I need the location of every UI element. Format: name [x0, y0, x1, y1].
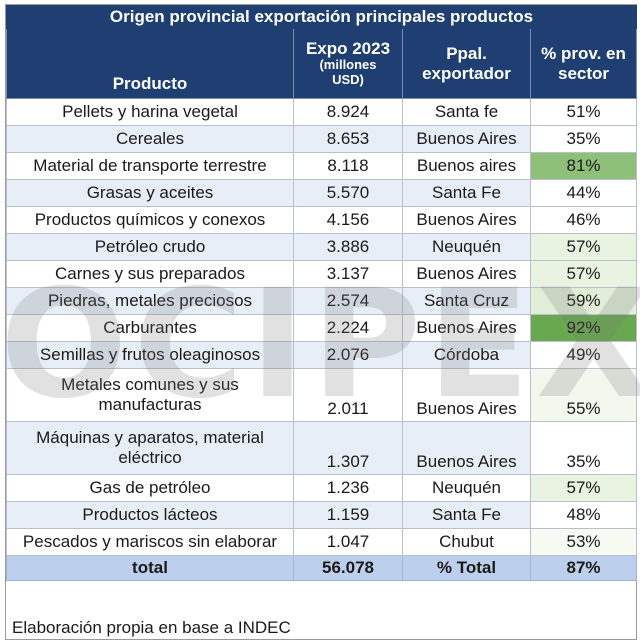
table-title-row: Origen provincial exportación principale… — [5, 5, 638, 29]
cell-pct: 92% — [529, 314, 638, 342]
cell-expo: 1.236 — [293, 474, 403, 502]
cell-pct: 46% — [529, 206, 638, 234]
cell-pct: 35% — [529, 421, 638, 475]
cell-producto: Metales comunes y sus manufacturas — [6, 368, 294, 422]
cell-producto: Pescados y mariscos sin elaborar — [6, 528, 294, 556]
cell-expo: 2.574 — [293, 287, 403, 315]
table-row: Pescados y mariscos sin elaborar 1.047 C… — [6, 528, 638, 556]
table-row: Grasas y aceites 5.570 Santa Fe 44% — [6, 179, 638, 207]
header-expo-line2: (millones — [319, 57, 377, 73]
cell-exportador: Santa fe — [402, 98, 531, 126]
table-row: Semillas y frutos oleaginosos 2.076 Córd… — [6, 341, 638, 369]
cell-producto: Grasas y aceites — [6, 179, 294, 207]
cell-expo: 8.118 — [293, 152, 403, 180]
cell-exportador: Buenos aires — [402, 152, 531, 180]
cell-exportador: Santa Cruz — [402, 287, 531, 315]
table-title: Origen provincial exportación principale… — [5, 5, 638, 29]
cell-exportador: Buenos Aires — [402, 368, 531, 422]
cell-exportador: Buenos Aires — [402, 421, 531, 475]
cell-producto: Piedras, metales preciosos — [6, 287, 294, 315]
cell-pct: 51% — [529, 98, 638, 126]
table-row: Pellets y harina vegetal 8.924 Santa fe … — [6, 98, 638, 126]
cell-expo: 8.653 — [293, 125, 403, 153]
table-row: Metales comunes y sus manufacturas 2.011… — [6, 368, 638, 422]
cell-producto: Cereales — [6, 125, 294, 153]
table-row: Piedras, metales preciosos 2.574 Santa C… — [6, 287, 638, 315]
table-body: Pellets y harina vegetal 8.924 Santa fe … — [6, 98, 638, 581]
export-table: Origen provincial exportación principale… — [5, 5, 638, 581]
cell-expo: 1.047 — [293, 528, 403, 556]
header-exportador-line1: Ppal. — [446, 43, 487, 63]
header-pct-line2: sector — [557, 63, 610, 83]
cell-producto: Material de transporte terrestre — [6, 152, 294, 180]
cell-expo: 1.307 — [293, 421, 403, 475]
table-row: Cereales 8.653 Buenos Aires 35% — [6, 125, 638, 153]
cell-exportador: Buenos Aires — [402, 206, 531, 234]
cell-producto: Productos químicos y conexos — [6, 206, 294, 234]
cell-pct: 59% — [529, 287, 638, 315]
header-expo-line1: Expo 2023 — [305, 38, 391, 58]
cell-pct: 53% — [529, 528, 638, 556]
cell-pct: 55% — [529, 368, 638, 422]
header-pct: % prov. en sector — [529, 28, 638, 99]
cell-pct: 57% — [529, 260, 638, 288]
total-row: total 56.078 % Total 87% — [6, 555, 638, 581]
table-row: Carnes y sus preparados 3.137 Buenos Air… — [6, 260, 638, 288]
cell-producto: Carnes y sus preparados — [6, 260, 294, 288]
cell-exportador: Buenos Aires — [402, 260, 531, 288]
cell-expo: 5.570 — [293, 179, 403, 207]
cell-producto: Máquinas y aparatos, material eléctrico — [6, 421, 294, 475]
cell-expo: 4.156 — [293, 206, 403, 234]
table-row: Petróleo crudo 3.886 Neuquén 57% — [6, 233, 638, 261]
cell-pct: 35% — [529, 125, 638, 153]
cell-exportador: Córdoba — [402, 341, 531, 369]
cell-producto: Pellets y harina vegetal — [6, 98, 294, 126]
total-expo: 56.078 — [293, 555, 403, 581]
header-expo: Expo 2023 (millones USD) — [293, 28, 403, 99]
cell-producto: Gas de petróleo — [6, 474, 294, 502]
cell-expo: 2.076 — [293, 341, 403, 369]
cell-exportador: Neuquén — [402, 474, 531, 502]
cell-pct: 48% — [529, 501, 638, 529]
cell-expo: 1.159 — [293, 501, 403, 529]
cell-exportador: Buenos Aires — [402, 125, 531, 153]
cell-pct: 44% — [529, 179, 638, 207]
header-pct-line1: % prov. en — [541, 43, 626, 63]
cell-exportador: Santa Fe — [402, 179, 531, 207]
cell-exportador: Santa Fe — [402, 501, 531, 529]
total-label: total — [6, 555, 294, 581]
header-row: Producto Expo 2023 (millones USD) Ppal. … — [6, 28, 638, 99]
cell-pct: 57% — [529, 233, 638, 261]
cell-pct: 81% — [529, 152, 638, 180]
total-exportador-label: % Total — [402, 555, 531, 581]
table-row: Gas de petróleo 1.236 Neuquén 57% — [6, 474, 638, 502]
header-producto: Producto — [6, 28, 294, 99]
source-note: Elaboración propia en base a INDEC — [12, 618, 291, 637]
cell-producto: Carburantes — [6, 314, 294, 342]
cell-expo: 2.224 — [293, 314, 403, 342]
cell-expo: 3.886 — [293, 233, 403, 261]
cell-pct: 49% — [529, 341, 638, 369]
cell-producto: Productos lácteos — [6, 501, 294, 529]
cell-exportador: Chubut — [402, 528, 531, 556]
table-row: Carburantes 2.224 Buenos Aires 92% — [6, 314, 638, 342]
table-row: Productos químicos y conexos 4.156 Bueno… — [6, 206, 638, 234]
cell-pct: 57% — [529, 474, 638, 502]
cell-exportador: Neuquén — [402, 233, 531, 261]
header-expo-line3: USD) — [332, 72, 364, 88]
cell-exportador: Buenos Aires — [402, 314, 531, 342]
total-pct: 87% — [529, 555, 638, 581]
cell-producto: Semillas y frutos oleaginosos — [6, 341, 294, 369]
cell-expo: 3.137 — [293, 260, 403, 288]
cell-expo: 8.924 — [293, 98, 403, 126]
header-exportador: Ppal. exportador — [402, 28, 531, 99]
table-row: Material de transporte terrestre 8.118 B… — [6, 152, 638, 180]
table-row: Productos lácteos 1.159 Santa Fe 48% — [6, 501, 638, 529]
header-exportador-line2: exportador — [422, 63, 511, 83]
table-row: Máquinas y aparatos, material eléctrico … — [6, 421, 638, 475]
cell-expo: 2.011 — [293, 368, 403, 422]
cell-producto: Petróleo crudo — [6, 233, 294, 261]
